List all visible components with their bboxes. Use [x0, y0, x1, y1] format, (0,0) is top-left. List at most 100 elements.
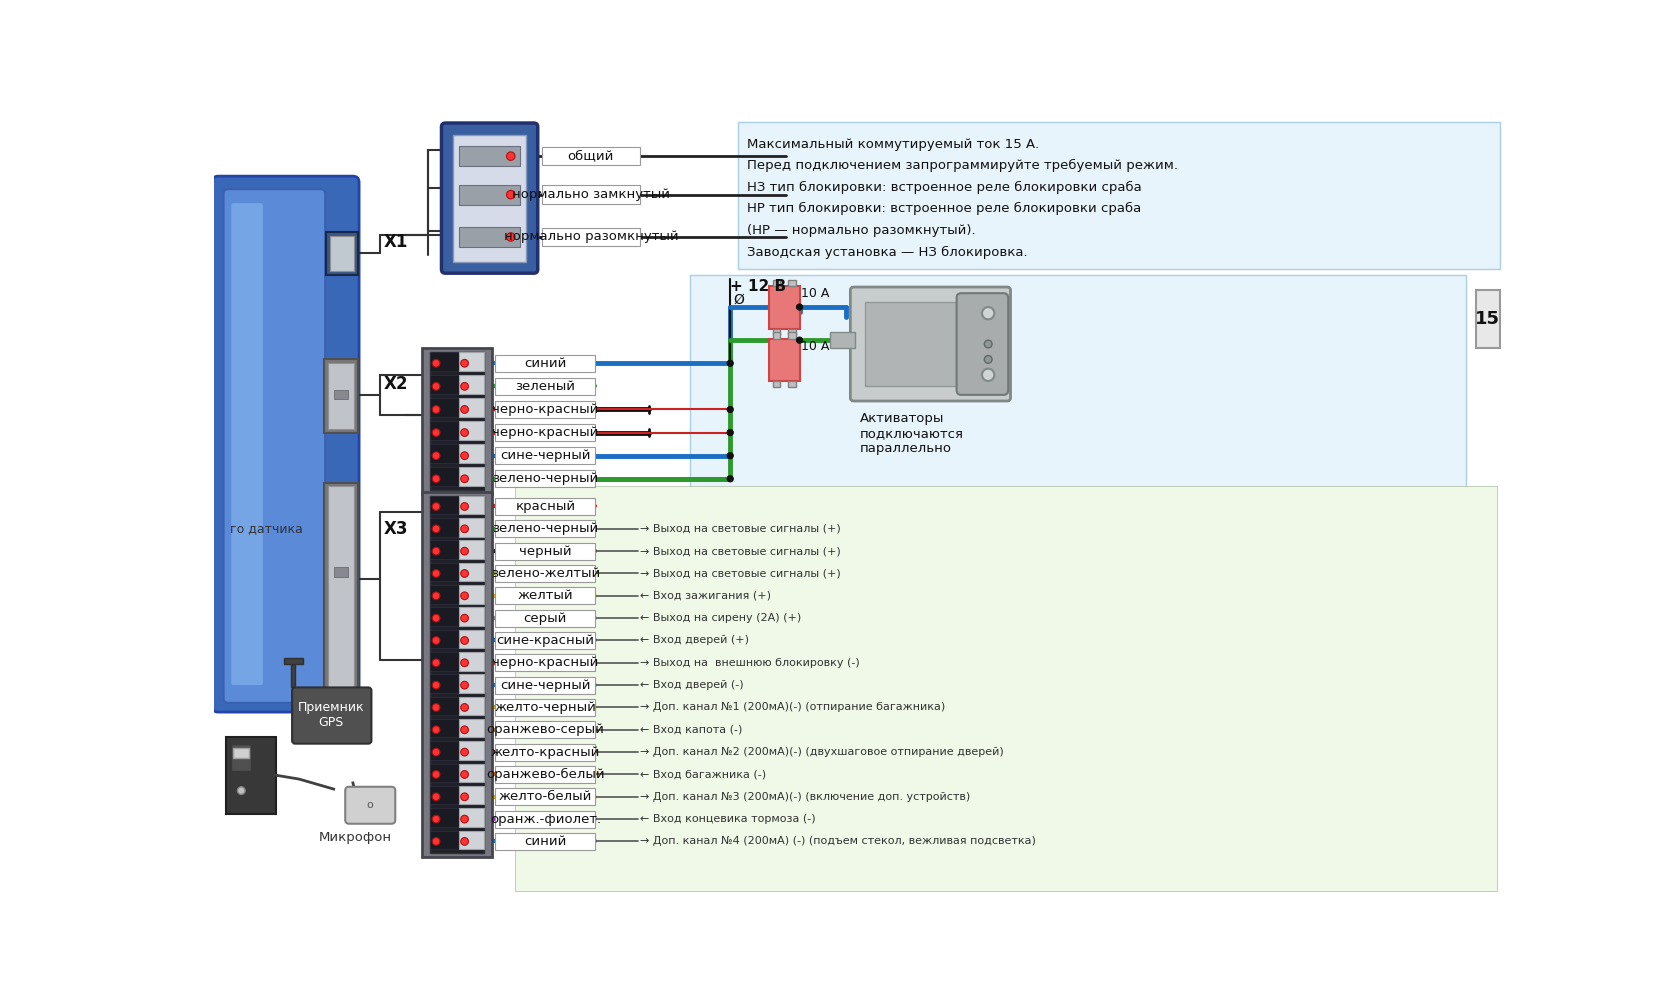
Bar	[430, 630, 460, 648]
Circle shape	[460, 838, 469, 845]
Text: Активаторы
подключаются
параллельно: Активаторы подключаются параллельно	[858, 411, 963, 455]
Bar	[496, 811, 595, 828]
Bar	[459, 518, 484, 536]
Text: НЗ тип блокировки: встроенное реле блокировки сраба: НЗ тип блокировки: встроенное реле блоки…	[746, 181, 1141, 194]
Text: зелено-желтый: зелено-желтый	[491, 567, 600, 580]
Circle shape	[432, 815, 440, 823]
Bar	[326, 232, 358, 275]
Bar	[830, 332, 855, 348]
Bar	[459, 809, 484, 827]
Text: черно-красный: черно-красный	[492, 427, 598, 439]
Circle shape	[460, 703, 469, 711]
Circle shape	[432, 503, 440, 510]
Bar	[496, 677, 595, 693]
Bar	[496, 743, 595, 761]
Bar	[430, 562, 460, 581]
Bar	[225, 736, 276, 814]
Bar	[459, 630, 484, 648]
Circle shape	[981, 368, 995, 381]
Text: серый: серый	[524, 612, 566, 625]
Bar	[459, 375, 484, 394]
Bar	[430, 741, 460, 760]
Bar	[430, 352, 484, 490]
Bar	[690, 275, 1465, 490]
Bar	[496, 654, 595, 671]
Text: → Доп. канал №1 (200мА)(-) (отпирание багажника): → Доп. канал №1 (200мА)(-) (отпирание ба…	[640, 702, 944, 712]
Circle shape	[460, 793, 469, 801]
Text: → Выход на световые сигналы (+): → Выход на световые сигналы (+)	[640, 546, 840, 556]
Bar	[430, 764, 460, 782]
Bar	[496, 355, 595, 372]
Circle shape	[460, 569, 469, 577]
FancyBboxPatch shape	[232, 203, 262, 685]
Text: Перед подключением запрограммируйте требуемый режим.: Перед подключением запрограммируйте треб…	[746, 159, 1178, 172]
Text: Максимальный коммутируемый ток 15 А.: Максимальный коммутируемый ток 15 А.	[746, 138, 1038, 151]
Text: сине-черный: сине-черный	[501, 679, 590, 692]
Bar	[459, 674, 484, 693]
Circle shape	[460, 382, 469, 390]
Bar	[788, 329, 795, 335]
Bar	[422, 348, 491, 494]
FancyBboxPatch shape	[344, 787, 395, 824]
Text: черный: черный	[519, 544, 571, 557]
Bar	[496, 542, 595, 559]
Circle shape	[432, 838, 440, 845]
Bar	[430, 786, 460, 805]
Text: желто-черный: желто-черный	[494, 701, 596, 714]
Bar	[459, 719, 484, 737]
Circle shape	[460, 681, 469, 689]
Text: → Доп. канал №3 (200мА)(-) (включение доп. устройств): → Доп. канал №3 (200мА)(-) (включение до…	[640, 792, 969, 802]
Bar	[459, 697, 484, 715]
Bar	[328, 487, 354, 694]
Text: 10 А: 10 А	[801, 340, 828, 353]
Text: оранж.-фиолет.: оранж.-фиолет.	[489, 813, 601, 826]
Text: ← Вход зажигания (+): ← Вход зажигания (+)	[640, 591, 771, 601]
Text: желтый: желтый	[517, 590, 573, 603]
Bar	[232, 744, 250, 772]
Bar	[430, 831, 460, 849]
Circle shape	[506, 232, 514, 241]
Text: → Доп. канал №4 (200мА) (-) (подъем стекол, вежливая подсветка): → Доп. канал №4 (200мА) (-) (подъем стек…	[640, 836, 1035, 846]
Text: 15: 15	[1475, 310, 1500, 328]
Bar	[284, 658, 302, 664]
Bar	[496, 833, 595, 850]
Circle shape	[432, 405, 440, 413]
Circle shape	[432, 525, 440, 532]
Circle shape	[432, 681, 440, 689]
Circle shape	[237, 787, 245, 795]
Bar	[232, 748, 249, 758]
Bar	[430, 518, 460, 536]
Bar	[541, 147, 640, 165]
Bar	[496, 565, 595, 581]
Circle shape	[506, 152, 514, 160]
Bar	[324, 359, 358, 433]
Bar	[459, 764, 484, 782]
Circle shape	[432, 771, 440, 779]
Circle shape	[460, 592, 469, 600]
Bar	[430, 608, 460, 626]
Bar	[430, 652, 460, 671]
Circle shape	[432, 452, 440, 460]
Bar	[459, 467, 484, 487]
Circle shape	[460, 475, 469, 483]
Bar	[459, 227, 519, 247]
Text: черно-красный: черно-красный	[492, 403, 598, 415]
Circle shape	[460, 659, 469, 667]
Bar	[459, 741, 484, 760]
Bar	[773, 280, 780, 287]
Text: → Выход на  внешнюю блокировку (-): → Выход на внешнюю блокировку (-)	[640, 658, 860, 668]
Bar	[738, 123, 1499, 269]
Text: НР тип блокировки: встроенное реле блокировки сраба: НР тип блокировки: встроенное реле блоки…	[746, 202, 1141, 215]
Bar	[430, 398, 460, 417]
Circle shape	[432, 475, 440, 483]
Text: зеленый: зеленый	[516, 380, 575, 393]
Text: ← Вход капота (-): ← Вход капота (-)	[640, 724, 743, 734]
Text: желто-красный: желто-красный	[491, 745, 600, 759]
Text: зелено-черный: зелено-черный	[492, 522, 598, 535]
Circle shape	[432, 429, 440, 437]
Bar	[430, 467, 460, 487]
Text: го датчика: го датчика	[230, 522, 302, 535]
Bar	[788, 332, 795, 339]
Circle shape	[432, 569, 440, 577]
Circle shape	[432, 382, 440, 390]
